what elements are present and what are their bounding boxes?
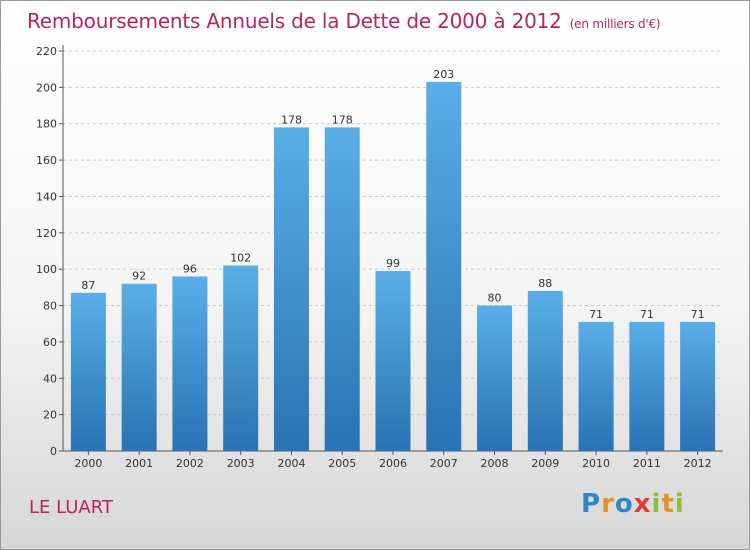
bar: [121, 283, 157, 451]
logo-letter: i: [674, 489, 685, 519]
x-tick-label: 2011: [633, 457, 661, 470]
bar: [426, 81, 462, 451]
data-label: 71: [691, 308, 705, 321]
proxiti-logo: Proxiti: [581, 489, 685, 519]
chart-title: Remboursements Annuels de la Dette de 20…: [27, 9, 661, 33]
x-tick-label: 2010: [582, 457, 610, 470]
bar: [477, 305, 513, 451]
y-tick-label: 220: [36, 45, 57, 58]
data-label: 203: [433, 68, 454, 81]
x-tick-label: 2008: [481, 457, 509, 470]
bar: [70, 292, 106, 451]
data-label: 99: [386, 257, 400, 270]
place-name: LE LUART: [29, 497, 113, 518]
x-tick-label: 2004: [277, 457, 305, 470]
x-tick-label: 2007: [430, 457, 458, 470]
x-tick-label: 2002: [176, 457, 204, 470]
logo-letter: i: [651, 489, 662, 519]
data-label: 71: [589, 308, 603, 321]
x-tick-label: 2001: [125, 457, 153, 470]
y-tick-label: 100: [36, 263, 57, 276]
bar: [527, 291, 563, 451]
data-label: 102: [230, 252, 251, 265]
bar: [578, 321, 614, 451]
data-label: 178: [332, 113, 353, 126]
logo-letter: r: [601, 489, 615, 519]
data-label: 80: [488, 292, 502, 305]
bar: [629, 321, 665, 451]
logo-letter: t: [661, 489, 675, 519]
data-label: 71: [640, 308, 654, 321]
y-tick-label: 80: [43, 300, 57, 313]
data-label: 96: [183, 262, 197, 275]
y-tick-label: 160: [36, 154, 57, 167]
y-tick-label: 0: [50, 445, 57, 458]
data-label: 87: [81, 279, 95, 292]
bar: [324, 127, 360, 451]
y-tick-label: 20: [43, 409, 57, 422]
bar: [223, 265, 259, 451]
x-tick-label: 2009: [531, 457, 559, 470]
logo-letter: o: [614, 489, 634, 519]
x-tick-label: 2005: [328, 457, 356, 470]
logo-letter: x: [633, 489, 652, 519]
unit-note: (en milliers d'€): [569, 17, 661, 31]
y-tick-label: 60: [43, 336, 57, 349]
bar: [680, 321, 716, 451]
data-label: 88: [538, 277, 552, 290]
x-tick-label: 2012: [684, 457, 712, 470]
x-tick-label: 2003: [227, 457, 255, 470]
data-label: 92: [132, 270, 146, 283]
logo-letter: P: [581, 489, 602, 519]
y-tick-label: 200: [36, 81, 57, 94]
y-tick-label: 40: [43, 372, 57, 385]
title-text: Remboursements Annuels de la Dette de 20…: [27, 9, 562, 33]
x-tick-label: 2006: [379, 457, 407, 470]
y-tick-label: 120: [36, 227, 57, 240]
x-tick-label: 2000: [74, 457, 102, 470]
bar: [375, 271, 411, 451]
data-label: 178: [281, 113, 302, 126]
y-tick-label: 140: [36, 190, 57, 203]
bar: [172, 276, 208, 451]
y-tick-label: 180: [36, 118, 57, 131]
bar: [273, 127, 309, 451]
